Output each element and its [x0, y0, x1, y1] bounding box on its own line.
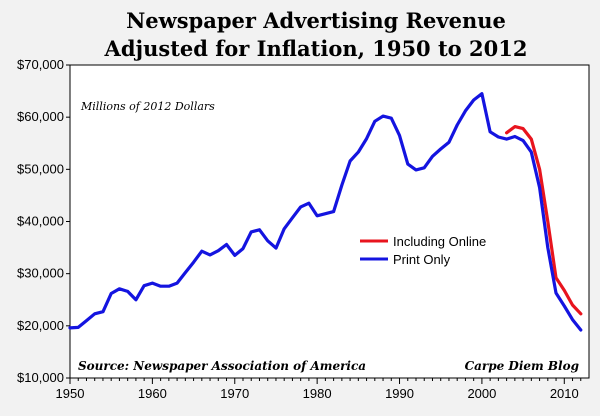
chart-title-line-1: Newspaper Advertising Revenue: [126, 8, 506, 33]
x-tick-label: 1960: [138, 386, 167, 401]
y-tick-label: $30,000: [17, 266, 64, 281]
x-tick-label: 1970: [220, 386, 249, 401]
y-tick-label: $10,000: [17, 370, 64, 385]
x-tick-label: 2000: [467, 386, 496, 401]
y-tick-label: $20,000: [17, 318, 64, 333]
legend: Including Online Print Only: [360, 234, 486, 267]
y-tick-label: $70,000: [17, 57, 64, 72]
plot-area: [69, 64, 590, 379]
x-tick-label: 1950: [56, 386, 85, 401]
series-layer: [68, 92, 583, 332]
series-line-print-only: [68, 92, 583, 332]
chart-title-line-2: Adjusted for Inflation, 1950 to 2012: [104, 36, 528, 61]
series-line-including-online: [505, 124, 583, 316]
units-note: Millions of 2012 Dollars: [80, 100, 215, 113]
x-tick-label: 2010: [550, 386, 579, 401]
legend-label-including-online: Including Online: [393, 234, 486, 249]
x-axis-ticks: 1950 1960 1970 1980 1990 2000 2010: [56, 378, 582, 401]
y-tick-label: $50,000: [17, 161, 64, 176]
y-axis-ticks: $10,000 $20,000 $30,000 $40,000 $50,000 $60,0…: [17, 57, 70, 385]
source-note: Source: Newspaper Association of America: [78, 359, 366, 373]
legend-label-print-only: Print Only: [393, 252, 451, 267]
y-tick-label: $40,000: [17, 214, 64, 229]
x-tick-label: 1990: [385, 386, 414, 401]
x-tick-label: 1980: [303, 386, 332, 401]
credit-note: Carpe Diem Blog: [465, 359, 579, 373]
y-tick-label: $60,000: [17, 109, 64, 124]
